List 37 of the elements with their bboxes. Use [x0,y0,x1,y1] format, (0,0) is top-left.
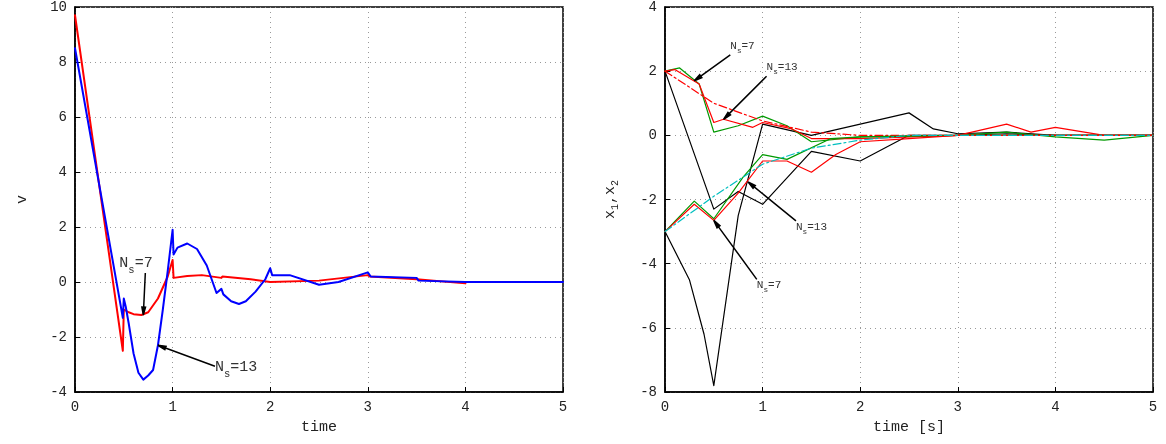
y-tick-label: 2 [648,63,657,80]
x-tick-label: 3 [363,399,372,415]
y-tick-label: -8 [640,384,657,400]
y-tick-label: -4 [640,255,657,272]
x-tick-label: 2 [266,399,275,415]
annotation: N$_{s}$=7 [119,255,153,276]
y-tick-label: 8 [58,54,67,70]
x-tick-label: 1 [168,399,177,415]
y-tick-label: 10 [50,0,67,15]
x-axis-title: time [s] [872,419,946,436]
x-tick-label: 0 [70,399,80,415]
annotation: N$_{s}$=7 [730,39,755,55]
x-tick-label: 0 [660,399,670,415]
y-tick-label: -2 [50,329,67,345]
annotation: N$_{s}$=13 [795,220,828,236]
y-tick-label: -6 [640,319,657,336]
x-tick-label: 3 [953,399,962,415]
x-tick-label: 4 [461,399,470,415]
y-tick-label: -4 [50,384,67,400]
y-tick-label: 4 [648,0,657,15]
annotation: N$_{s}$=13 [214,359,258,381]
annotation: N$_{s}$=7 [756,279,782,295]
y-axis-title: v [14,194,31,205]
x-tick-label: 4 [1051,399,1060,415]
y-tick-label: 4 [58,164,67,180]
x-tick-label: 2 [856,399,865,415]
y-tick-label: -2 [640,191,657,208]
x-tick-label: 5 [558,399,568,415]
x-axis-title: time [300,419,338,436]
y-axis-title: x1,x2 [601,179,621,220]
y-tick-label: 0 [58,274,67,290]
x-tick-label: 5 [1148,399,1158,415]
y-tick-label: 6 [58,109,67,125]
annotation: N$_{s}$=13 [766,61,798,77]
y-tick-label: 0 [648,127,657,144]
x-tick-label: 1 [758,399,767,415]
y-tick-label: 2 [58,219,67,235]
